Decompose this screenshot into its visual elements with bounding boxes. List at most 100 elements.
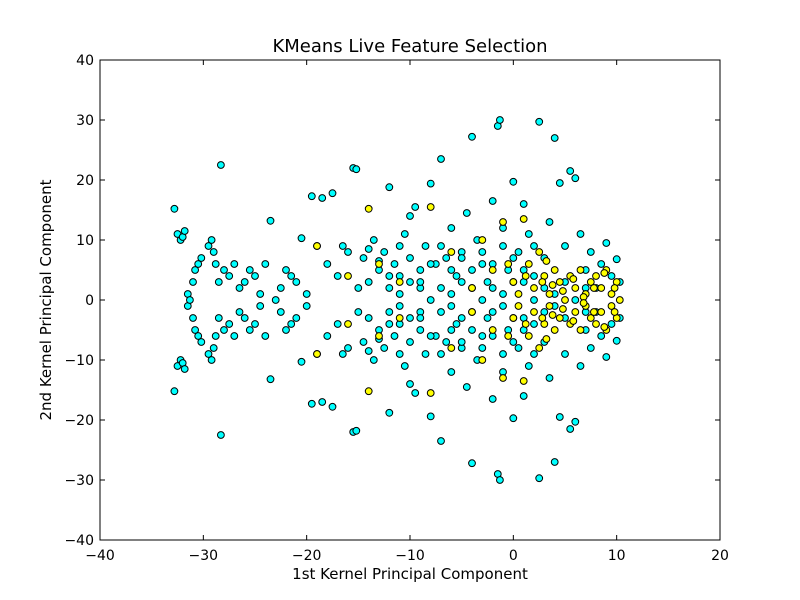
data-point bbox=[521, 320, 530, 328]
data-point bbox=[569, 317, 578, 325]
data-point bbox=[548, 281, 557, 289]
data-point bbox=[421, 242, 430, 250]
x-tick-label: −30 bbox=[189, 548, 219, 564]
data-point bbox=[400, 230, 409, 238]
data-point bbox=[194, 332, 203, 340]
data-point bbox=[437, 437, 445, 445]
data-point bbox=[586, 314, 595, 322]
data-point bbox=[287, 272, 296, 280]
data-point bbox=[478, 236, 487, 244]
data-point bbox=[426, 179, 435, 188]
data-point bbox=[400, 362, 409, 370]
data-point bbox=[328, 402, 337, 411]
y-tick-label: −40 bbox=[64, 533, 94, 549]
data-point bbox=[426, 389, 435, 397]
data-point bbox=[302, 302, 311, 310]
y-tick-label: 40 bbox=[76, 53, 94, 69]
data-point bbox=[550, 458, 559, 466]
data-point bbox=[576, 326, 585, 334]
data-point bbox=[555, 278, 564, 286]
data-point bbox=[197, 338, 206, 346]
data-point bbox=[220, 326, 228, 334]
data-point bbox=[271, 296, 280, 304]
data-point bbox=[496, 116, 504, 124]
data-point bbox=[607, 320, 616, 328]
data-point bbox=[385, 272, 394, 280]
data-point bbox=[504, 260, 513, 268]
data-point bbox=[338, 350, 347, 358]
data-point bbox=[530, 272, 538, 280]
data-point bbox=[352, 165, 361, 174]
data-point bbox=[170, 387, 179, 396]
data-point bbox=[452, 320, 461, 328]
data-point bbox=[416, 278, 425, 286]
data-point bbox=[344, 344, 352, 352]
data-point bbox=[607, 290, 616, 298]
data-point bbox=[323, 332, 332, 340]
data-point bbox=[538, 314, 547, 322]
data-point bbox=[576, 362, 585, 370]
data-point bbox=[313, 350, 321, 358]
data-point bbox=[561, 296, 569, 304]
data-point bbox=[437, 155, 445, 163]
data-point bbox=[209, 344, 218, 352]
data-point bbox=[610, 284, 619, 292]
data-point bbox=[468, 266, 476, 274]
data-point bbox=[406, 278, 414, 286]
data-point bbox=[610, 308, 619, 316]
data-point bbox=[514, 344, 523, 352]
data-point bbox=[217, 161, 225, 169]
data-point bbox=[524, 332, 533, 340]
data-point bbox=[488, 326, 497, 334]
data-point bbox=[180, 365, 189, 373]
data-point bbox=[559, 305, 567, 313]
data-point bbox=[447, 290, 456, 298]
data-point bbox=[548, 311, 557, 319]
data-point bbox=[344, 320, 352, 328]
data-point bbox=[559, 287, 567, 295]
data-point bbox=[545, 290, 554, 298]
data-point bbox=[245, 266, 254, 274]
data-point bbox=[426, 332, 435, 340]
data-point bbox=[550, 134, 559, 142]
data-point bbox=[369, 236, 378, 244]
data-point bbox=[571, 284, 580, 292]
data-point bbox=[530, 284, 538, 292]
data-point bbox=[447, 266, 456, 274]
data-point bbox=[519, 377, 528, 385]
data-point bbox=[555, 314, 564, 322]
data-point bbox=[468, 132, 476, 141]
data-point bbox=[602, 353, 611, 361]
data-point bbox=[447, 368, 456, 376]
data-point bbox=[524, 362, 533, 370]
data-point bbox=[307, 399, 316, 408]
y-axis-label: 2nd Kernel Principal Component bbox=[37, 179, 55, 420]
data-point bbox=[590, 308, 598, 316]
data-point bbox=[468, 459, 476, 468]
data-point bbox=[483, 314, 492, 322]
data-point bbox=[292, 278, 301, 286]
data-point bbox=[251, 320, 259, 328]
data-point bbox=[509, 338, 518, 346]
data-point bbox=[421, 350, 430, 358]
data-point bbox=[530, 308, 538, 316]
data-point bbox=[395, 242, 404, 250]
data-point bbox=[462, 209, 471, 217]
data-point bbox=[437, 308, 445, 316]
data-point bbox=[390, 260, 399, 268]
data-point bbox=[457, 254, 466, 262]
data-point bbox=[170, 204, 179, 213]
data-point bbox=[447, 224, 456, 232]
data-point bbox=[364, 347, 373, 355]
data-point bbox=[209, 248, 218, 256]
points-layer bbox=[170, 116, 624, 484]
data-point bbox=[468, 308, 476, 316]
data-point bbox=[235, 284, 244, 292]
data-point bbox=[297, 357, 306, 366]
data-point bbox=[261, 332, 270, 340]
data-point bbox=[416, 266, 425, 274]
data-point bbox=[457, 278, 466, 286]
data-point bbox=[569, 275, 578, 283]
data-point bbox=[571, 174, 580, 183]
